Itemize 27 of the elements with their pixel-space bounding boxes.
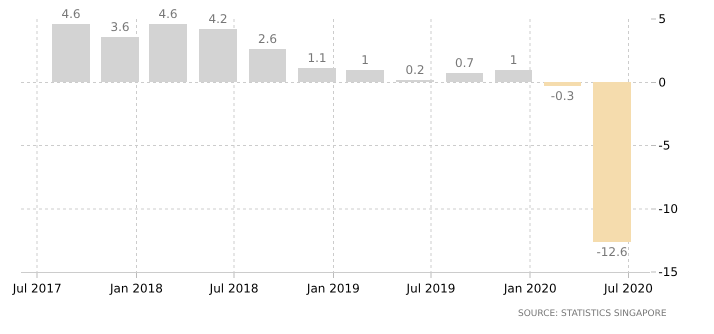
y-tick-label: 0 xyxy=(658,75,666,90)
data-label: 1.1 xyxy=(307,51,327,65)
x-tick-label: Jan 2020 xyxy=(502,281,557,296)
data-label: 1 xyxy=(361,53,369,67)
data-label: 1 xyxy=(510,53,518,67)
data-label: 4.6 xyxy=(158,7,178,21)
data-label: 0.7 xyxy=(454,56,474,70)
data-label: 0.2 xyxy=(405,63,425,77)
data-label: 4.2 xyxy=(208,12,228,26)
data-label: -0.3 xyxy=(550,89,574,103)
x-tick-label: Jul 2019 xyxy=(406,281,456,296)
data-label: 2.6 xyxy=(258,32,278,46)
y-tick-label: 5 xyxy=(658,12,666,26)
source-note: SOURCE: STATISTICS SINGAPORE xyxy=(518,309,667,319)
y-tick-label: -5 xyxy=(658,138,670,153)
x-tick-label: Jul 2018 xyxy=(208,281,258,296)
data-label: 3.6 xyxy=(110,20,130,34)
x-tick-label: Jan 2019 xyxy=(306,281,360,296)
bar xyxy=(544,82,581,86)
data-label: 4.6 xyxy=(61,7,81,21)
data-label: -12.6 xyxy=(596,245,628,259)
bar xyxy=(593,82,631,242)
x-tick-label: Jul 2017 xyxy=(12,281,62,296)
x-tick-label: Jan 2018 xyxy=(109,281,163,296)
y-tick-label: -15 xyxy=(658,265,678,280)
y-tick-label: -10 xyxy=(658,202,678,216)
x-tick-label: Jul 2020 xyxy=(603,281,653,296)
